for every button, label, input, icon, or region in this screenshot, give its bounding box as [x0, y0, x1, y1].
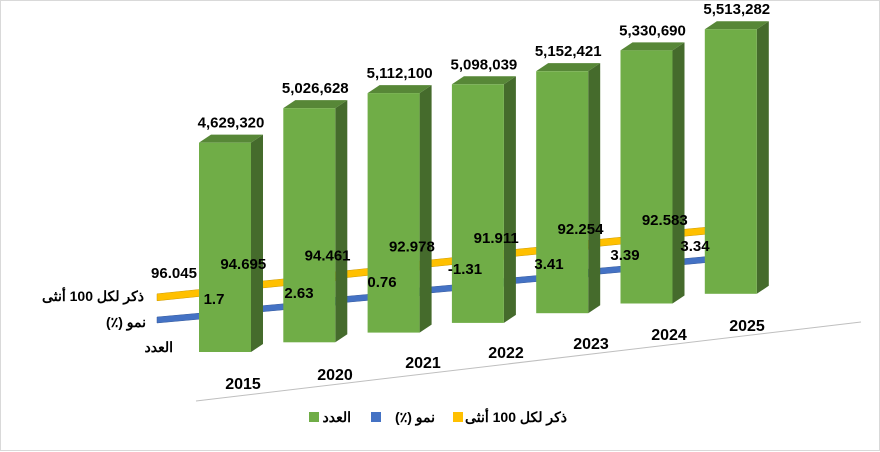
bar-2021[interactable] — [367, 93, 420, 333]
bar-2020[interactable] — [283, 108, 336, 343]
category-label: 2022 — [488, 345, 524, 362]
category-label: 2023 — [573, 336, 609, 353]
category-label: 2024 — [651, 327, 687, 344]
legend-label: العدد — [323, 409, 352, 425]
bar-top-2023 — [536, 63, 601, 72]
legend-label: نمو (٪) — [395, 409, 435, 426]
depth-axis-label: نمو (٪) — [106, 314, 146, 331]
bar-2023[interactable] — [536, 71, 589, 314]
ratio-value-label: 92.254 — [558, 221, 605, 238]
ratio-value-label: 94.695 — [220, 256, 266, 273]
legend-swatch — [371, 412, 381, 422]
bar-top-2022 — [451, 76, 516, 85]
category-label: 2021 — [405, 355, 441, 372]
growth-value-label: 2.63 — [284, 285, 313, 302]
growth-value-label: 3.41 — [534, 256, 563, 273]
ratio-value-label: 92.978 — [389, 239, 435, 256]
bar-top-2021 — [367, 85, 432, 94]
legend-label: ذكر لكل 100 أنثى — [465, 407, 567, 426]
growth-value-label: 1.7 — [204, 291, 225, 308]
category-label: 2020 — [317, 367, 353, 384]
ratio-value-label: 96.045 — [151, 265, 197, 282]
bar-side-2024 — [672, 42, 685, 304]
bar-side-2015 — [251, 134, 263, 352]
growth-value-label: -1.31 — [448, 261, 482, 278]
legend-swatch — [309, 412, 319, 422]
bar-2025[interactable] — [704, 29, 757, 294]
bar-top-2025 — [704, 21, 769, 30]
category-label: 2015 — [225, 376, 261, 393]
bar-side-2021 — [419, 85, 432, 333]
bar-value-label: 5,152,421 — [535, 43, 602, 60]
bar-value-label: 5,513,282 — [703, 1, 770, 18]
bar-value-label: 5,112,100 — [367, 65, 433, 82]
bar-value-label: 5,026,628 — [282, 80, 349, 97]
bar-value-label: 5,330,690 — [619, 22, 686, 39]
bar-side-2023 — [588, 63, 601, 314]
bar-2015[interactable] — [199, 142, 251, 352]
ratio-value-label: 91.911 — [474, 230, 519, 247]
ratio-value-label: 94.461 — [305, 247, 351, 264]
bar-value-label: 5,098,039 — [451, 56, 518, 73]
growth-value-label: 3.34 — [680, 238, 710, 255]
category-label: 2025 — [729, 318, 765, 335]
depth-axis-label: ذكر لكل 100 أنثى — [42, 286, 144, 305]
bar-top-2020 — [283, 100, 348, 109]
bar-top-2024 — [620, 42, 685, 51]
depth-axis-label: العدد — [145, 339, 174, 355]
floor-edge-line — [195, 321, 862, 402]
bar-2024[interactable] — [620, 50, 673, 304]
bar-side-2022 — [503, 76, 516, 323]
bar-side-2025 — [756, 21, 769, 294]
growth-value-label: 0.76 — [367, 274, 396, 291]
bar-top-2015 — [199, 134, 263, 143]
ratio-value-label: 92.583 — [642, 212, 688, 229]
legend-swatch — [453, 412, 463, 422]
bar-side-2020 — [335, 100, 348, 343]
bar-value-label: 4,629,320 — [198, 115, 265, 132]
growth-value-label: 3.39 — [610, 247, 639, 264]
bar-2022[interactable] — [451, 84, 504, 323]
